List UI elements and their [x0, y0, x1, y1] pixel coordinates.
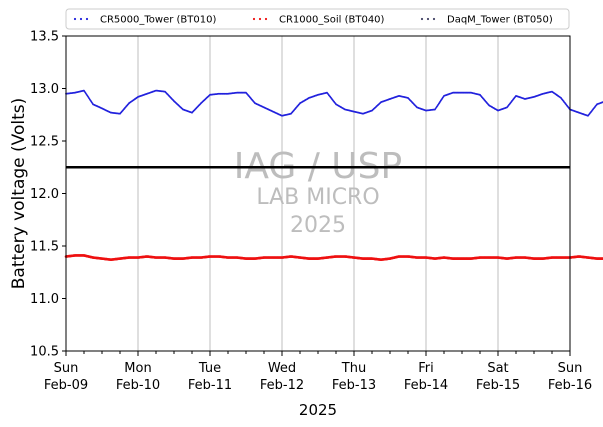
y-tick-label: 10.5 — [30, 345, 59, 360]
x-tick-label-day: Fri — [418, 361, 434, 376]
x-tick-label-day: Thu — [341, 361, 366, 376]
legend-entry-1: CR5000_Tower (BT010) — [73, 15, 216, 26]
legend-marker — [258, 17, 262, 21]
series-1 — [65, 89, 603, 117]
x-axis-label: 2025 — [299, 401, 337, 419]
x-tick-label-date: Feb-15 — [476, 378, 520, 393]
y-tick-label: 12.0 — [30, 187, 59, 202]
legend-marker — [252, 17, 256, 21]
legend: CR5000_Tower (BT010) CR1000_Soil (BT040) D… — [65, 8, 570, 30]
x-tick-label-date: Feb-16 — [548, 378, 592, 393]
legend-marker — [73, 17, 77, 21]
legend-marker — [432, 17, 436, 21]
x-tick-label-day: Mon — [124, 361, 151, 376]
x-tick-label-date: Feb-11 — [188, 378, 232, 393]
x-tick-label-day: Sun — [558, 361, 583, 376]
legend-marker — [420, 17, 424, 21]
x-tick-label-date: Feb-12 — [260, 378, 304, 393]
legend-frame — [65, 8, 570, 30]
x-tick-label-day: Sat — [487, 361, 508, 376]
watermark-line-3: 2025 — [290, 213, 346, 238]
y-tick-label: 13.0 — [30, 82, 59, 97]
x-tick-label-date: Feb-13 — [332, 378, 376, 393]
y-tick-label: 12.5 — [30, 135, 59, 150]
x-tick-label-day: Tue — [198, 361, 221, 376]
x-tick-label-day: Sun — [54, 361, 79, 376]
x-tick-label-date: Feb-09 — [44, 378, 88, 393]
x-axis: Sun Feb-09 Mon Feb-10 Tue Feb-11 Wed Feb-12 Thu F… — [44, 351, 592, 393]
y-axis-label: Battery voltage (Volts) — [9, 98, 29, 289]
grid-lines — [137, 36, 499, 351]
y-tick-label: 13.5 — [30, 30, 59, 45]
legend-marker — [264, 17, 268, 21]
y-axis: 10.5 11.0 11.5 12.0 12.5 13.0 13.5 — [30, 30, 66, 360]
legend-marker — [79, 17, 83, 21]
y-tick-label: 11.0 — [30, 292, 59, 307]
x-tick-label-day: Wed — [268, 361, 296, 376]
plot-area — [66, 36, 570, 351]
legend-entry-3: DaqM_Tower (BT050) — [420, 15, 553, 26]
legend-label: CR1000_Soil (BT040) — [279, 15, 385, 26]
legend-marker — [85, 17, 89, 21]
x-tick-label-date: Feb-10 — [116, 378, 160, 393]
legend-marker — [426, 17, 430, 21]
watermark-line-2: LAB MICRO — [256, 185, 379, 210]
y-tick-label: 11.5 — [30, 240, 59, 255]
legend-entry-2: CR1000_Soil (BT040) — [252, 15, 385, 26]
series-layer — [64, 89, 603, 262]
x-tick-label-date: Feb-14 — [404, 378, 448, 393]
series-2 — [64, 254, 603, 262]
legend-label: CR5000_Tower (BT010) — [100, 15, 216, 26]
legend-label: DaqM_Tower (BT050) — [447, 15, 553, 26]
